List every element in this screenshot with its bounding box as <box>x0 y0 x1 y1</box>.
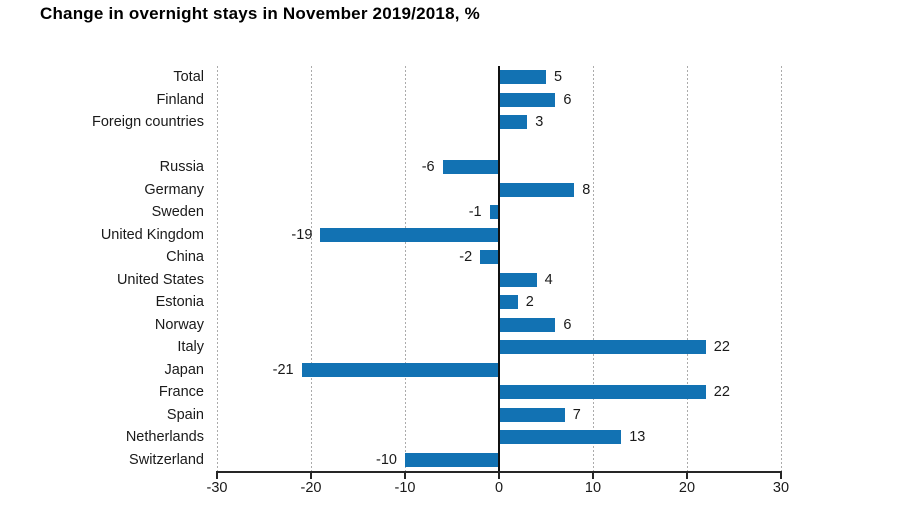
bar <box>499 430 622 445</box>
x-tick-label: 20 <box>678 480 696 496</box>
category-label: China <box>166 249 204 265</box>
x-axis-tick <box>498 473 500 479</box>
x-axis-tick <box>404 473 406 479</box>
bar <box>499 272 537 287</box>
chart-title: Change in overnight stays in November 20… <box>40 4 480 23</box>
x-axis-tick <box>216 473 218 479</box>
category-label: France <box>158 384 204 400</box>
value-label: 2 <box>525 294 534 310</box>
bar <box>499 340 706 355</box>
bar <box>301 362 499 377</box>
value-label: 8 <box>582 181 591 198</box>
value-label: -19 <box>291 226 313 243</box>
category-label: Total <box>173 69 204 85</box>
x-tick-label: -20 <box>300 480 322 496</box>
gridline <box>404 66 406 471</box>
category-label: Finland <box>156 91 204 108</box>
category-label: Russia <box>159 159 204 175</box>
bar <box>320 227 499 242</box>
category-label: Sweden <box>151 204 204 220</box>
bar <box>499 407 565 422</box>
bar <box>499 295 518 310</box>
category-label: Foreign countries <box>91 114 204 130</box>
bar <box>489 205 499 220</box>
value-label: -2 <box>459 249 473 265</box>
x-tick-label: 10 <box>584 480 602 496</box>
category-label: Switzerland <box>129 451 204 468</box>
bar <box>499 92 556 107</box>
value-label: 13 <box>629 429 646 445</box>
gridline <box>216 66 218 471</box>
bar <box>499 115 528 130</box>
value-label: 22 <box>713 384 730 400</box>
x-tick-label: -10 <box>394 480 416 496</box>
x-tick-label: -30 <box>206 480 228 496</box>
category-label: Spain <box>166 406 204 423</box>
value-label: -6 <box>421 159 435 175</box>
category-label: United States <box>116 271 204 288</box>
zero-line <box>498 66 500 473</box>
value-label: 4 <box>544 271 553 288</box>
value-label: 7 <box>572 406 581 423</box>
x-axis-tick <box>686 473 688 479</box>
category-label: Estonia <box>155 294 204 310</box>
x-tick-label: 0 <box>494 480 504 496</box>
category-label: Norway <box>154 316 204 333</box>
category-label: Germany <box>144 181 204 198</box>
bar <box>442 160 499 175</box>
x-axis-line <box>216 471 782 473</box>
bar <box>499 70 546 85</box>
value-label: 6 <box>563 316 572 333</box>
value-label: 3 <box>535 114 544 130</box>
bar <box>499 182 575 197</box>
x-axis-tick <box>780 473 782 479</box>
value-label: 22 <box>713 339 730 355</box>
value-label: -21 <box>272 361 294 378</box>
value-label: 6 <box>563 91 572 108</box>
bar <box>499 385 706 400</box>
value-label: -10 <box>376 451 397 468</box>
x-tick-label: 30 <box>772 480 790 496</box>
x-axis-tick <box>310 473 312 479</box>
gridline <box>686 66 688 471</box>
category-label: Netherlands <box>125 429 204 445</box>
category-label: Italy <box>177 339 204 355</box>
gridline <box>780 66 782 471</box>
category-label: United Kingdom <box>100 226 204 243</box>
gridline <box>592 66 594 471</box>
value-label: -1 <box>468 204 482 220</box>
bar <box>499 317 556 332</box>
x-axis-tick <box>592 473 594 479</box>
bar <box>480 250 499 265</box>
category-label: Japan <box>164 361 204 378</box>
gridline <box>310 66 312 471</box>
bar <box>405 452 499 467</box>
value-label: 5 <box>554 69 563 85</box>
